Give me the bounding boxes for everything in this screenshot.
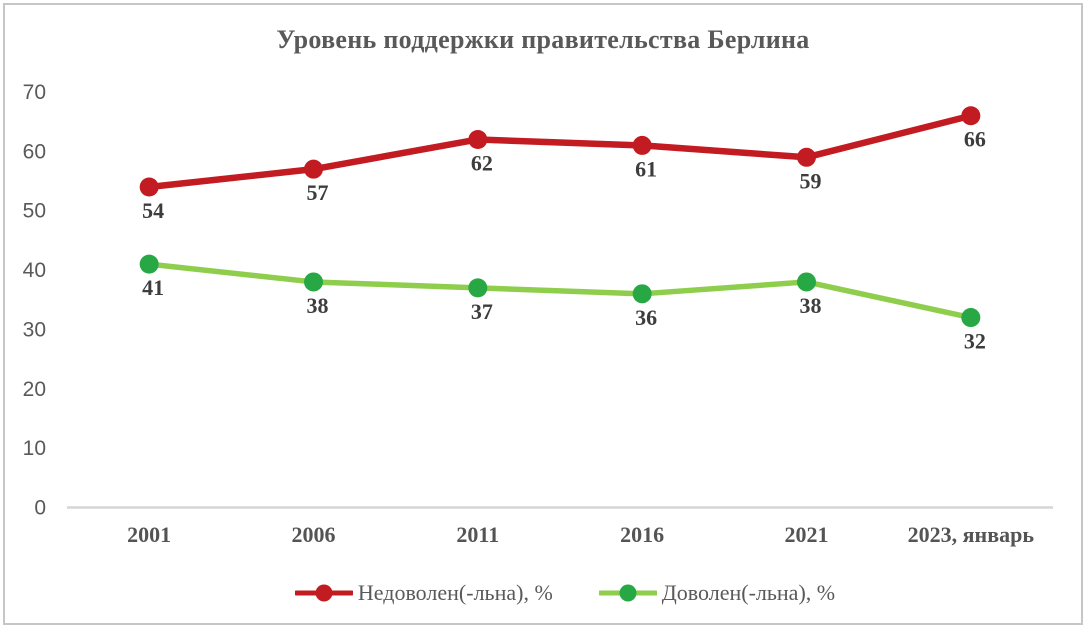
data-label: 62 (471, 150, 493, 175)
legend: Недоволен(-льна), % Доволен(-льна), % (22, 580, 1086, 606)
data-point-marker (961, 308, 981, 328)
series-line-0 (145, 112, 975, 191)
data-point-marker (797, 147, 816, 167)
chart-title: Уровень поддержки правительства Берлина (276, 25, 810, 54)
data-label: 61 (635, 156, 657, 181)
data-label: 66 (964, 127, 986, 152)
data-point-marker (304, 272, 323, 292)
data-label: 36 (635, 305, 657, 330)
y-tick-label: 50 (23, 200, 46, 223)
y-tick-label: 20 (23, 378, 46, 401)
y-tick-label: 10 (23, 437, 46, 460)
data-point-marker (139, 177, 159, 197)
legend-line-marker-icon (598, 584, 657, 602)
data-point-marker (468, 278, 488, 298)
data-point-marker (961, 106, 981, 126)
y-tick-label: 70 (23, 81, 46, 104)
data-label: 59 (800, 168, 822, 193)
data-label: 37 (471, 299, 493, 324)
legend-label-dissatisfied: Недоволен(-льна), % (357, 580, 553, 605)
data-point-marker (797, 272, 816, 292)
legend-item-dissatisfied: Недоволен(-льна), % (294, 580, 553, 606)
x-axis-label: 2021 (785, 522, 829, 547)
y-tick-label: 30 (23, 318, 46, 341)
y-tick-label: 40 (23, 259, 46, 282)
legend-item-satisfied: Доволен(-льна), % (598, 580, 836, 606)
x-axis-label: 2016 (620, 522, 664, 547)
x-axis-label: 2001 (127, 522, 171, 547)
data-point-marker (632, 135, 652, 155)
x-axis-label: 2023, январь (908, 522, 1035, 547)
y-tick-label: 0 (34, 497, 46, 520)
data-label: 38 (307, 293, 329, 318)
x-axis-label: 2006 (292, 522, 336, 547)
data-point-marker (139, 254, 159, 274)
x-axis-label: 2011 (456, 522, 499, 547)
data-label: 32 (964, 329, 986, 354)
legend-label-satisfied: Доволен(-льна), % (661, 580, 836, 605)
data-point-marker (304, 159, 323, 179)
data-label: 38 (800, 293, 822, 318)
y-tick-label: 60 (23, 140, 46, 163)
data-label: 41 (142, 275, 164, 300)
data-label: 57 (307, 180, 329, 205)
legend-line-marker-icon (294, 584, 353, 602)
series-line-1 (146, 261, 974, 321)
data-point-marker (468, 129, 488, 149)
data-label: 54 (142, 198, 164, 223)
data-point-marker (632, 284, 652, 304)
